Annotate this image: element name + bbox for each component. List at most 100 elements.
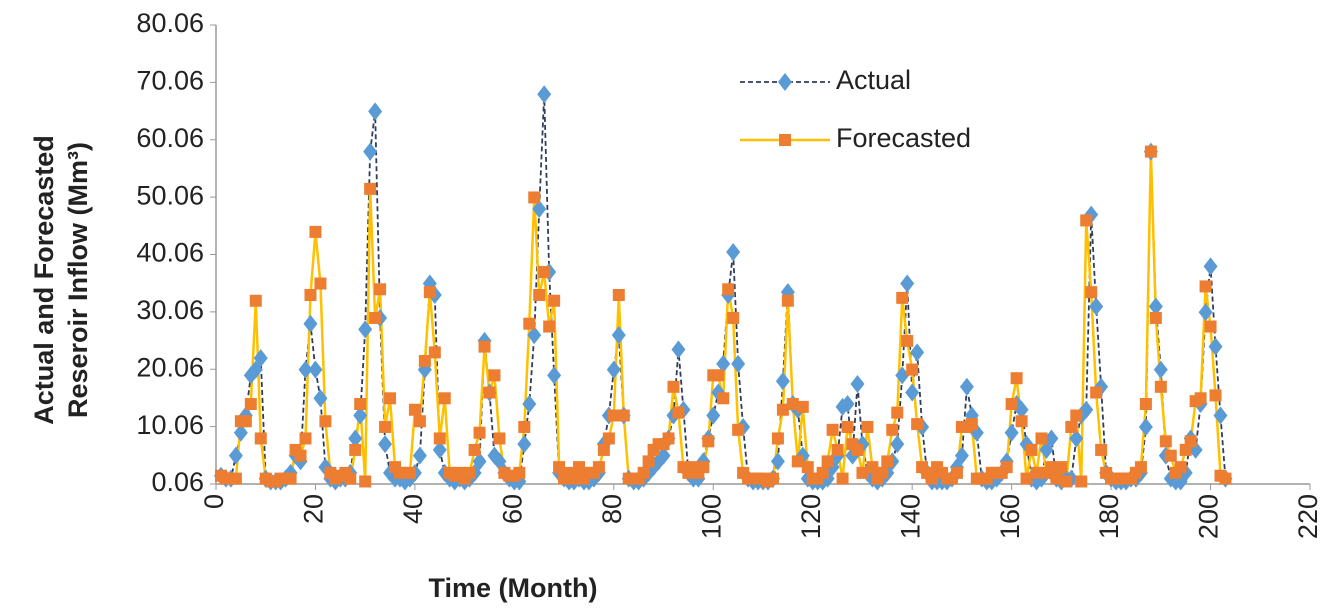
marker [518, 420, 531, 433]
y-axis-label: Reseroir Inflow (Mm³) [63, 142, 93, 418]
marker [349, 443, 362, 456]
marker [438, 392, 451, 405]
marker [911, 418, 924, 431]
marker [1030, 466, 1043, 479]
marker [637, 466, 650, 479]
marker [891, 406, 904, 419]
marker [493, 432, 506, 445]
marker [364, 182, 377, 195]
marker [408, 403, 421, 416]
marker [1020, 472, 1033, 485]
marker [1010, 372, 1023, 385]
marker [801, 461, 814, 474]
marker [309, 225, 322, 238]
marker [1044, 429, 1059, 448]
marker [965, 418, 978, 431]
marker [517, 435, 532, 454]
marker [483, 386, 496, 399]
marker [244, 398, 257, 411]
x-tick-label: 80 [597, 494, 627, 524]
marker [344, 472, 357, 485]
marker [568, 472, 581, 485]
y-tick-label: 10.06 [136, 410, 204, 440]
marker [303, 314, 318, 333]
marker [313, 389, 328, 408]
legend-label: Actual [836, 65, 911, 95]
marker [950, 466, 963, 479]
marker [732, 423, 745, 436]
marker [428, 346, 441, 359]
marker [606, 360, 621, 379]
marker [779, 134, 791, 146]
marker [1015, 415, 1028, 428]
marker [403, 466, 416, 479]
marker [786, 398, 799, 411]
marker [717, 392, 730, 405]
marker [233, 423, 248, 442]
y-tick-label: 40.06 [136, 238, 204, 268]
marker [910, 343, 925, 362]
y-tick-label: 30.06 [136, 295, 204, 325]
marker [1149, 311, 1162, 324]
marker [1174, 461, 1187, 474]
marker [298, 360, 313, 379]
marker [1050, 472, 1063, 485]
marker [374, 283, 387, 296]
marker [488, 369, 501, 382]
marker [1213, 406, 1228, 425]
marker [468, 443, 481, 456]
x-tick-label: 100 [696, 494, 726, 539]
marker [900, 274, 915, 293]
marker [413, 415, 426, 428]
marker [384, 392, 397, 405]
marker [1004, 423, 1019, 442]
legend: Actual Forecasted [740, 65, 971, 153]
marker [1055, 461, 1068, 474]
marker [766, 472, 779, 485]
marker [1184, 435, 1197, 448]
marker [602, 432, 615, 445]
marker [1000, 461, 1013, 474]
marker [299, 432, 312, 445]
marker [722, 283, 735, 296]
marker [253, 349, 268, 368]
marker [249, 294, 262, 307]
marker [363, 142, 378, 161]
marker [239, 415, 252, 428]
marker [906, 363, 919, 376]
marker [905, 383, 920, 402]
marker [463, 466, 476, 479]
marker [1060, 475, 1073, 488]
marker [1079, 400, 1094, 419]
marker [319, 415, 332, 428]
marker [472, 452, 487, 471]
marker [1025, 443, 1038, 456]
x-tick-label: 160 [995, 494, 1025, 539]
marker [890, 435, 905, 454]
marker [1095, 443, 1108, 456]
marker [1065, 420, 1078, 433]
marker [672, 406, 685, 419]
marker [895, 366, 910, 385]
marker [1153, 360, 1168, 379]
marker [726, 242, 741, 261]
marker [791, 455, 804, 468]
marker [826, 423, 839, 436]
marker [662, 432, 675, 445]
x-axis-label: Time (Month) [429, 573, 598, 603]
marker [731, 354, 746, 373]
marker [856, 466, 869, 479]
marker [513, 466, 526, 479]
x-tick-label: 60 [497, 494, 527, 524]
marker [522, 395, 537, 414]
marker [671, 340, 686, 359]
marker [821, 455, 834, 468]
marker [1014, 400, 1029, 419]
marker [1209, 389, 1222, 402]
marker [667, 380, 680, 393]
x-tick-label: 40 [398, 494, 428, 524]
x-tick-label: 120 [796, 494, 826, 539]
marker [308, 360, 323, 379]
marker [850, 374, 865, 393]
